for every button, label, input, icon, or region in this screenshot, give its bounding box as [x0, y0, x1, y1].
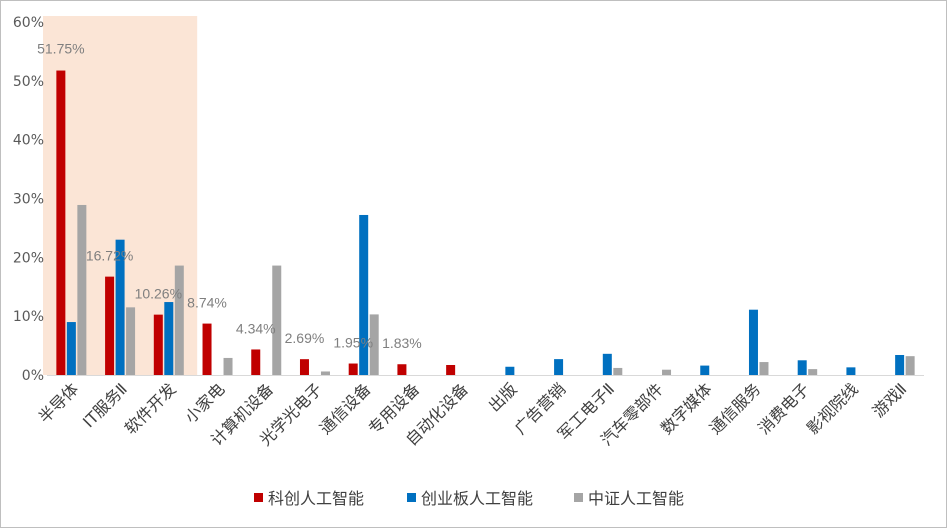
bar — [446, 364, 456, 375]
data-label: 10.26% — [135, 286, 182, 302]
category-label: 半导体 — [35, 379, 82, 426]
y-tick-label: 0% — [22, 368, 44, 384]
bar — [223, 357, 233, 375]
bar — [320, 371, 330, 375]
data-label: 4.34% — [236, 320, 276, 336]
bar — [299, 359, 309, 375]
y-tick-label: 30% — [13, 192, 44, 208]
bar — [895, 354, 905, 375]
category-label: 数字媒体 — [657, 379, 716, 438]
data-label: 8.74% — [187, 295, 227, 311]
bar — [662, 369, 672, 375]
bar — [251, 349, 261, 375]
category-label: 通信设备 — [316, 379, 375, 438]
bar — [602, 353, 612, 375]
category-label: 出版 — [485, 379, 521, 415]
data-label: 1.83% — [382, 335, 422, 351]
bar — [153, 314, 163, 375]
bars-layer — [56, 70, 915, 375]
category-label: 通信服务 — [706, 379, 765, 438]
bar — [797, 360, 807, 375]
bar — [905, 356, 915, 375]
category-label: 小家电 — [181, 379, 228, 426]
bar — [56, 70, 66, 375]
bar — [748, 309, 758, 375]
bar — [613, 367, 623, 375]
bar — [348, 363, 358, 375]
data-label: 2.69% — [285, 330, 325, 346]
bar — [505, 366, 515, 375]
bar — [808, 369, 818, 375]
data-label: 16.72% — [86, 248, 133, 264]
bar — [359, 214, 369, 375]
bar — [174, 265, 184, 375]
data-label: 51.75% — [37, 41, 84, 57]
legend-swatch — [254, 493, 263, 502]
legend-swatch — [407, 493, 416, 502]
y-tick-label: 60% — [13, 15, 44, 31]
data-label: 1.95% — [333, 335, 373, 351]
y-tick-label: 40% — [13, 133, 44, 149]
y-tick-label: 10% — [13, 309, 44, 325]
bar — [554, 359, 564, 375]
bar — [369, 314, 379, 375]
category-label: 游戏Ⅱ — [869, 379, 911, 421]
bar — [759, 362, 769, 375]
bar — [272, 265, 282, 375]
legend-label: 科创人工智能 — [268, 489, 364, 508]
bar — [105, 276, 115, 375]
legend-label: 创业板人工智能 — [421, 489, 533, 508]
y-tick-label: 50% — [13, 74, 44, 90]
bar — [700, 365, 710, 375]
bar — [77, 204, 87, 375]
bar — [846, 367, 856, 375]
bar — [66, 322, 76, 375]
legend-label: 中证人工智能 — [588, 489, 684, 508]
data-labels-layer: 51.75% 16.72% 10.26% 8.74% 4.34% 2.69% 1.95% 1.… — [37, 41, 422, 352]
category-label: 消费电子 — [754, 379, 813, 438]
bar — [164, 302, 174, 375]
y-tick-label: 20% — [13, 250, 44, 266]
bar — [115, 239, 125, 375]
axis-layer: 0% 10% 20% 30% 40% 50% 60% — [13, 15, 924, 384]
category-label: 影视院线 — [803, 379, 862, 438]
legend: 科创人工智能 创业板人工智能 中证人工智能 — [254, 489, 684, 508]
legend-swatch — [574, 493, 583, 502]
bar — [397, 364, 407, 375]
bar — [202, 323, 212, 375]
category-label: 软件开发 — [121, 379, 180, 438]
bar — [126, 307, 136, 375]
